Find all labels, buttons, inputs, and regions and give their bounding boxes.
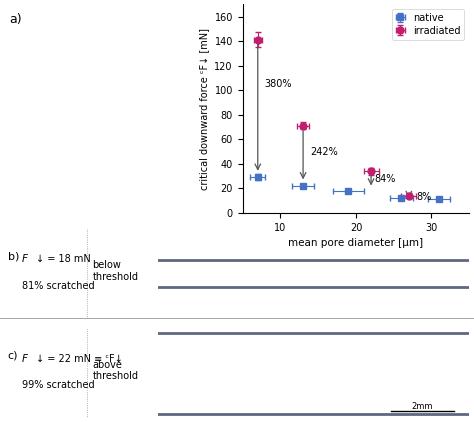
Text: ↓ = 18 mN: ↓ = 18 mN [36, 254, 91, 264]
Text: c): c) [8, 351, 18, 361]
Text: F: F [22, 354, 28, 364]
Text: 380%: 380% [264, 79, 292, 89]
Text: d): d) [216, 0, 228, 2]
Text: 2mm: 2mm [412, 402, 433, 411]
Text: 81% scratched: 81% scratched [22, 281, 94, 291]
Text: 99% scratched: 99% scratched [22, 380, 94, 390]
Text: ↓ = 22 mN ≡ ᶜF↓: ↓ = 22 mN ≡ ᶜF↓ [36, 354, 123, 364]
Text: F: F [22, 254, 28, 264]
Text: below
threshold: below threshold [92, 260, 138, 281]
Text: 84%: 84% [375, 173, 396, 184]
Text: a): a) [9, 13, 22, 26]
Legend: native, irradiated: native, irradiated [392, 9, 465, 40]
X-axis label: mean pore diameter [μm]: mean pore diameter [μm] [288, 238, 424, 248]
Text: b): b) [8, 251, 19, 261]
Text: above
threshold: above threshold [92, 360, 138, 381]
Y-axis label: critical downward force ᶜF↓ [mN]: critical downward force ᶜF↓ [mN] [199, 27, 209, 189]
Text: 242%: 242% [310, 146, 338, 157]
Text: 8%: 8% [416, 192, 432, 202]
